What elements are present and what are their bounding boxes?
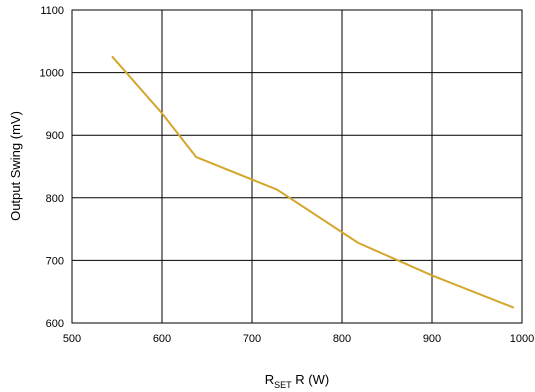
y-tick-label: 700 [46,255,64,267]
y-tick-label: 1100 [40,5,64,17]
x-tick-label: 500 [63,333,81,345]
plot-frame [71,9,523,324]
y-axis-ticks: 600 700 800 900 1000 1100 [40,5,64,330]
grid-lines [72,10,522,323]
x-axis-title-subscript: SET [274,380,292,390]
x-axis-title: RSET R (W) [265,372,329,390]
y-tick-label: 1000 [40,68,64,80]
y-axis-title: Output Swing (mV) [8,111,23,221]
x-tick-label: 700 [243,333,261,345]
series-line [111,55,514,309]
series-layer [111,55,514,309]
y-tick-label: 800 [46,193,64,205]
x-axis-title-main: R [265,372,274,387]
x-axis-ticks: 500 600 700 800 900 1000 [63,333,534,345]
y-tick-label: 600 [46,318,64,330]
x-axis-title-rest: R (W) [292,372,330,387]
plot-area [71,9,523,324]
x-tick-label: 600 [153,333,171,345]
y-tick-label: 900 [46,130,64,142]
x-tick-label: 900 [423,333,441,345]
x-tick-label: 1000 [510,333,534,345]
x-tick-label: 800 [333,333,351,345]
